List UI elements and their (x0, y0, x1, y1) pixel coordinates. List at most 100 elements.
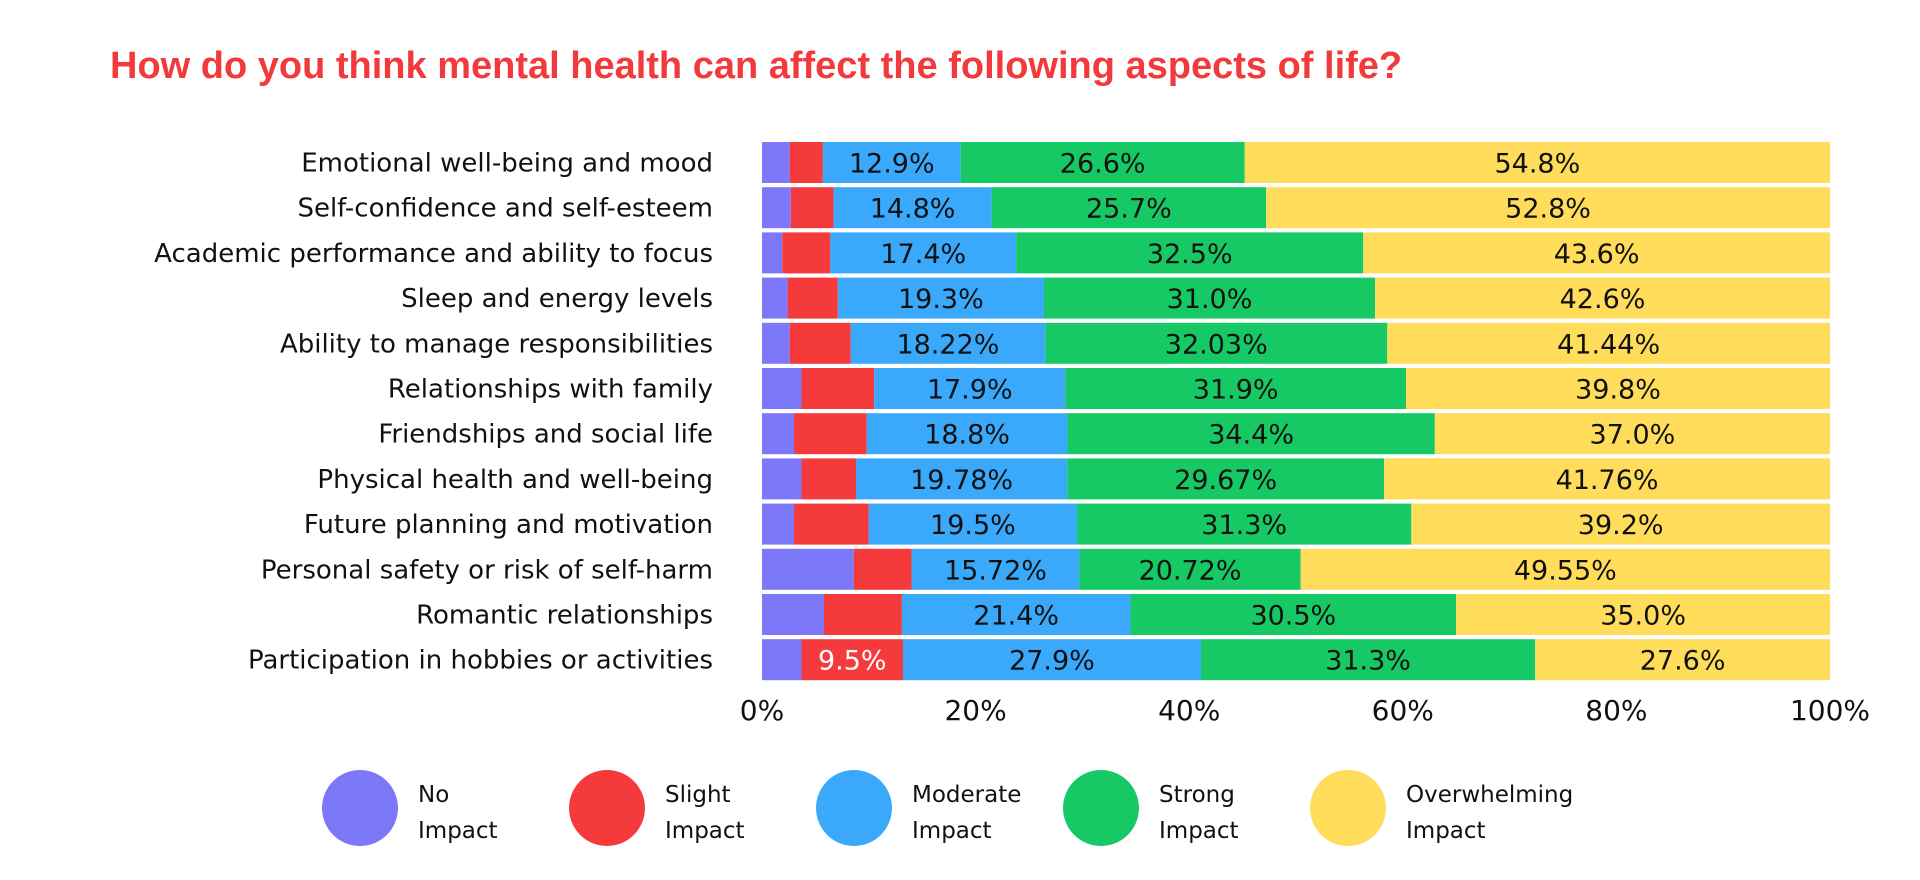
bar-segment (822, 142, 961, 183)
data-label: 25.7% (1086, 194, 1172, 225)
legend-swatch (1310, 770, 1386, 846)
bar-segment (782, 232, 831, 274)
bar-segment (762, 142, 790, 183)
x-tick-label: 20% (944, 694, 1006, 727)
bar-segment (1016, 232, 1364, 274)
x-tick-label: 60% (1372, 694, 1434, 727)
data-label: 17.4% (880, 239, 966, 270)
bar-segment (850, 322, 1046, 364)
x-tick-label: 0% (740, 694, 784, 727)
data-label: 30.5% (1250, 601, 1336, 632)
bar-segment (911, 548, 1080, 590)
bar-segment (1077, 503, 1412, 545)
legend-label: No (418, 782, 449, 808)
bar-segment (1406, 368, 1830, 409)
data-label: 32.5% (1147, 239, 1233, 270)
bar-segment (853, 548, 912, 590)
data-label: 17.9% (927, 375, 1013, 406)
data-label: 29.67% (1174, 465, 1277, 496)
bar-segment (1387, 322, 1830, 364)
bar-segment (823, 594, 902, 635)
data-label: 27.6% (1640, 646, 1726, 677)
bar-segment (762, 503, 795, 545)
data-label: 18.22% (896, 329, 999, 360)
bar-segment (801, 639, 903, 681)
legend-label: Impact (1406, 818, 1486, 844)
x-tick-label: 40% (1158, 694, 1220, 727)
bar-segment (801, 458, 856, 500)
category-label: Physical health and well-being (317, 465, 713, 495)
bar-segment (1535, 639, 1830, 681)
data-label: 49.55% (1514, 555, 1617, 586)
bar-segment (1079, 548, 1301, 590)
bar-segment (837, 277, 1044, 319)
bar-segment (762, 413, 795, 455)
bar-segment (901, 594, 1131, 635)
x-axis: 0% 20% 40% 60% 80% 100% (740, 694, 1870, 727)
x-tick-label: 80% (1585, 694, 1647, 727)
bar-segment (855, 458, 1068, 500)
bar-segment (762, 639, 802, 681)
data-label: 9.5% (818, 646, 887, 677)
legend-swatch (1063, 770, 1139, 846)
bar-segment (1384, 458, 1830, 500)
legend-label: Impact (1159, 818, 1239, 844)
bar-segment (762, 458, 802, 500)
data-label: 41.44% (1557, 329, 1660, 360)
data-label: 39.8% (1575, 375, 1661, 406)
category-label: Participation in hobbies or activities (248, 646, 713, 676)
data-label: 19.78% (910, 465, 1013, 496)
data-label: 42.6% (1560, 284, 1646, 315)
legend-label: Moderate (912, 782, 1021, 808)
bar-segment (794, 503, 869, 545)
bar-segment (789, 322, 851, 364)
bar-segment (790, 187, 834, 229)
data-label: 15.72% (944, 555, 1047, 586)
legend-swatch (322, 770, 398, 846)
category-label: Personal safety or risk of self-harm (261, 555, 713, 585)
category-label: Emotional well-being and mood (301, 149, 713, 179)
bars (762, 142, 1830, 681)
bar-segment (762, 277, 788, 319)
data-label: 34.4% (1208, 420, 1294, 451)
category-label: Academic performance and ability to focu… (154, 239, 713, 269)
legend-label: Slight (665, 782, 731, 808)
category-label: Romantic relationships (416, 601, 713, 631)
data-label: 31.9% (1193, 375, 1279, 406)
bar-segment (1411, 503, 1830, 545)
data-label: 19.5% (930, 510, 1016, 541)
data-label: 41.76% (1556, 465, 1659, 496)
legend-swatch (816, 770, 892, 846)
bar-segment (874, 368, 1066, 409)
bar-segment (902, 639, 1201, 681)
bar-segment (833, 187, 992, 229)
data-label: 37.0% (1590, 420, 1676, 451)
bar-segment (1434, 413, 1830, 455)
data-label: 26.6% (1060, 149, 1146, 180)
data-label: 20.72% (1139, 555, 1242, 586)
bar-labels: 12.9% 26.6% 54.8% 14.8% 25.7% 52.8% 17.4% 32.5%… (818, 149, 1726, 677)
legend-label: Impact (912, 818, 992, 844)
chart-title: How do you think mental health can affec… (110, 45, 1402, 87)
bar-segment (960, 142, 1245, 183)
bar-segment (762, 548, 854, 590)
bar-segment (762, 232, 783, 274)
data-label: 21.4% (973, 601, 1059, 632)
data-label: 12.9% (849, 149, 935, 180)
bar-segment (1043, 277, 1376, 319)
bar-segment (1065, 368, 1406, 409)
data-label: 18.8% (924, 420, 1010, 451)
bar-segment (762, 187, 791, 229)
bar-segment (801, 368, 875, 409)
legend-label: Overwhelming (1406, 782, 1573, 808)
bar-segment (1067, 413, 1435, 455)
bar-segment (1130, 594, 1457, 635)
bar-segment (1375, 277, 1830, 319)
data-label: 14.8% (870, 194, 956, 225)
data-label: 43.6% (1554, 239, 1640, 270)
category-label: Ability to manage responsibilities (280, 329, 713, 359)
data-label: 35.0% (1600, 601, 1686, 632)
bar-segment (830, 232, 1017, 274)
legend-swatch (569, 770, 645, 846)
legend-label: Impact (418, 818, 498, 844)
